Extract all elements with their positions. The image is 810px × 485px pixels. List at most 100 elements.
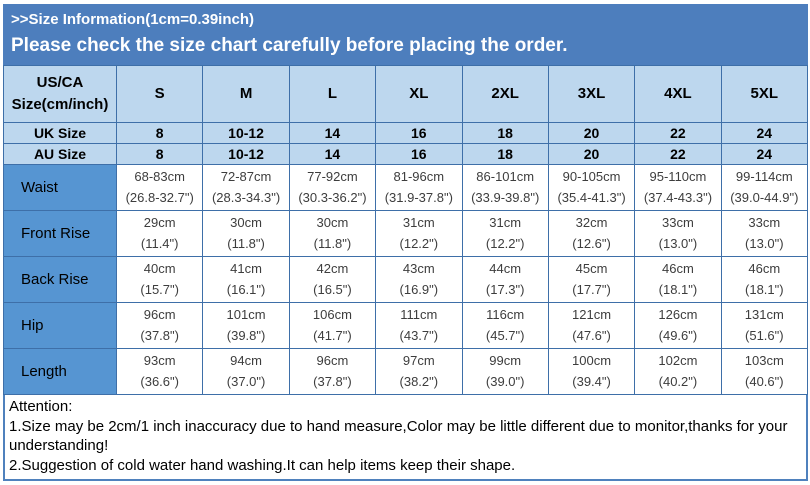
measurement-cell: 43cm (16.9"): [375, 256, 463, 303]
measurement-cm: 94cm: [230, 353, 262, 369]
size-cell: 22: [634, 122, 722, 144]
measurement-cell: 68-83cm (26.8-32.7"): [115, 164, 204, 211]
measurement-cm: 40cm: [143, 261, 176, 277]
measurement-cm: 32cm: [575, 215, 608, 231]
size-info-title: >>Size Information(1cm=0.39inch): [11, 11, 254, 28]
measurement-inch: (26.8-32.7"): [125, 189, 194, 205]
measurement-inch: (37.8"): [313, 373, 352, 389]
measurement-cm: 131cm: [744, 307, 784, 323]
row-label: Back Rise: [3, 256, 117, 303]
measurement-inch: (18.1"): [658, 281, 698, 297]
size-column-header: 5XL: [720, 65, 809, 123]
measurement-cell: 45cm (17.7"): [547, 256, 636, 303]
measurement-inch: (12.2"): [399, 235, 439, 251]
measurement-cell: 99-114cm (39.0-44.9"): [720, 164, 809, 211]
measurement-cm: 111cm: [400, 307, 438, 323]
measurement-cm: 30cm: [230, 215, 262, 231]
attention-note-1: 1.Size may be 2cm/1 inch inaccuracy due …: [9, 417, 788, 455]
measurement-cell: 86-101cm (33.9-39.8"): [461, 164, 549, 211]
corner-header-cell: US/CA Size(cm/inch): [3, 65, 117, 123]
measurement-cell: 46cm (18.1"): [634, 256, 722, 303]
measurement-cell: 116cm (45.7"): [461, 302, 549, 349]
measurement-cm: 44cm: [489, 261, 522, 277]
measurement-cell: 100cm (39.4"): [547, 348, 636, 395]
measurement-inch: (17.3"): [485, 281, 525, 297]
measurement-cell: 40cm (15.7"): [115, 256, 204, 303]
measurement-cell: 126cm (49.6"): [634, 302, 722, 349]
measurement-cell: 31cm (12.2"): [375, 210, 463, 257]
measurement-cell: 93cm (36.6"): [115, 348, 204, 395]
size-column-header: S: [115, 65, 204, 123]
row-label: Waist: [3, 164, 117, 211]
measurement-inch: (37.0"): [226, 373, 266, 389]
measurement-cm: 77-92cm: [307, 169, 358, 185]
measurement-cell: 30cm (11.8"): [202, 210, 290, 257]
measurement-inch: (13.0"): [658, 235, 698, 251]
measurement-cm: 33cm: [662, 215, 694, 231]
row-label: UK Size: [3, 122, 117, 144]
measurement-cm: 121cm: [572, 307, 612, 323]
size-column-header: 2XL: [461, 65, 549, 123]
attention-note-2: 2.Suggestion of cold water hand washing.…: [9, 456, 516, 474]
size-chart-header: US/CA Size(cm/inch) S M L XL 2XL 3XL 4XL 5XL: [3, 65, 809, 123]
measurement-cm: 100cm: [572, 353, 612, 369]
size-cell: 24: [720, 143, 809, 165]
size-cell: 18: [461, 122, 549, 144]
measurement-cell: 30cm (11.8"): [288, 210, 377, 257]
size-cell: 16: [375, 122, 463, 144]
size-cell: 14: [288, 143, 377, 165]
measurement-inch: (49.6"): [658, 327, 698, 343]
measurement-cell: 33cm (13.0"): [720, 210, 809, 257]
measurement-inch: (11.8"): [227, 235, 265, 251]
measurement-cm: 96cm: [143, 307, 176, 323]
measurement-cell: 111cm (43.7"): [375, 302, 463, 349]
measurement-row: Waist 68-83cm (26.8-32.7") 72-87cm (28.3-34.…: [3, 164, 809, 211]
measurement-cell: 99cm (39.0"): [461, 348, 549, 395]
measurement-inch: (16.5"): [313, 281, 352, 297]
measurement-inch: (38.2"): [399, 373, 439, 389]
measurement-cm: 46cm: [662, 261, 694, 277]
measurement-cell: 41cm (16.1"): [202, 256, 290, 303]
measurement-cm: 68-83cm: [134, 169, 185, 185]
size-chart-warning: Please check the size chart carefully be…: [11, 35, 568, 56]
attention-section: Attention: 1.Size may be 2cm/1 inch inac…: [3, 395, 808, 481]
size-cell: 10-12: [202, 122, 290, 144]
measurement-cm: 90-105cm: [562, 169, 621, 185]
measurement-cm: 96cm: [316, 353, 349, 369]
size-info-banner: >>Size Information(1cm=0.39inch) Please …: [3, 4, 808, 65]
measurement-inch: (37.8"): [140, 327, 179, 343]
measurement-cell: 33cm (13.0"): [634, 210, 722, 257]
measurement-cm: 31cm: [489, 215, 522, 231]
measurement-inch: (18.1"): [745, 281, 784, 297]
measurement-inch: (35.4-41.3"): [557, 189, 626, 205]
measurement-cm: 99cm: [489, 353, 522, 369]
measurement-cell: 101cm (39.8"): [202, 302, 290, 349]
measurement-inch: (47.6"): [572, 327, 611, 343]
size-cell: 18: [461, 143, 549, 165]
measurement-row: Hip 96cm (37.8") 101cm (39.8") 106cm (41.7") 11…: [3, 302, 809, 349]
size-column-header: XL: [375, 65, 463, 123]
measurement-cm: 102cm: [658, 353, 698, 369]
measurement-inch: (33.9-39.8"): [471, 189, 540, 205]
measurement-cell: 121cm (47.6"): [547, 302, 636, 349]
measurement-inch: (39.4"): [572, 373, 611, 389]
size-cell: 20: [547, 143, 636, 165]
measurement-inch: (28.3-34.3"): [211, 189, 281, 205]
measurement-cm: 126cm: [658, 307, 698, 323]
measurement-cm: 31cm: [402, 215, 435, 231]
measurement-inch: (30.3-36.2"): [298, 189, 367, 205]
measurement-inch: (11.8"): [313, 235, 352, 251]
measurement-cm: 86-101cm: [476, 169, 535, 185]
measurement-cm: 29cm: [143, 215, 176, 231]
measurement-cm: 95-110cm: [649, 169, 707, 185]
size-cell: 20: [547, 122, 636, 144]
measurement-inch: (13.0"): [745, 235, 784, 251]
measurement-inch: (31.9-37.8"): [384, 189, 453, 205]
measurement-cell: 42cm (16.5"): [288, 256, 377, 303]
measurement-row: Back Rise 40cm (15.7") 41cm (16.1") 42cm (16.5…: [3, 256, 809, 303]
measurement-cell: 77-92cm (30.3-36.2"): [288, 164, 377, 211]
measurement-cm: 106cm: [312, 307, 352, 323]
size-chart-body: UK Size 8 10-12 14 16 18 20 22 24 AU Size 8 10-12 14…: [3, 122, 809, 395]
measurement-inch: (16.1"): [226, 281, 266, 297]
